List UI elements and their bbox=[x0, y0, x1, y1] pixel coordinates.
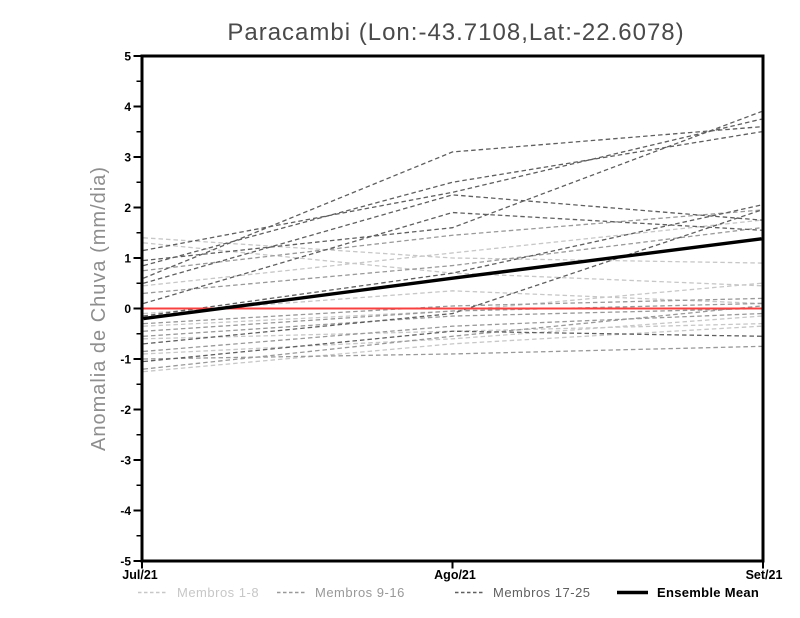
y-tick-label: -3 bbox=[120, 454, 131, 468]
member-line bbox=[143, 131, 762, 267]
member-line bbox=[143, 211, 762, 305]
legend-label: Membros 9-16 bbox=[315, 585, 405, 600]
member-line bbox=[143, 110, 762, 262]
member-line bbox=[143, 307, 762, 337]
member-line bbox=[143, 204, 762, 317]
y-tick-label: 1 bbox=[124, 252, 131, 266]
y-tick-label: -5 bbox=[120, 555, 131, 569]
x-tick-label: Jul/21 bbox=[122, 568, 157, 582]
member-line bbox=[143, 312, 762, 353]
y-axis-label: Anomalia de Chuva (mm/dia) bbox=[88, 166, 110, 451]
plot-frame bbox=[140, 54, 765, 563]
member-line bbox=[143, 297, 762, 325]
member-line bbox=[143, 126, 762, 279]
member-line bbox=[143, 194, 762, 284]
member-line bbox=[143, 325, 762, 373]
y-tick-label: -4 bbox=[120, 504, 131, 518]
y-tick-label: 3 bbox=[124, 151, 131, 165]
y-tick-label: -1 bbox=[120, 353, 131, 367]
member-line bbox=[143, 345, 762, 360]
member-line bbox=[143, 330, 762, 363]
chart-title: Paracambi (Lon:-43.7108,Lat:-22.6078) bbox=[227, 19, 684, 46]
y-tick-label: 4 bbox=[124, 100, 131, 114]
member-line bbox=[143, 209, 762, 272]
member-line bbox=[143, 302, 762, 332]
member-line bbox=[143, 282, 762, 327]
member-line bbox=[143, 315, 762, 355]
legend-label: Membros 17-25 bbox=[493, 585, 591, 600]
member-line bbox=[143, 237, 762, 264]
axes: -5 -4 -3 -2 -1 0 1 2 3 4 5 Jul/21 Ago/21 Set/21 bbox=[120, 50, 782, 583]
y-tick-label: 2 bbox=[124, 201, 131, 215]
legend: Membros 1-8 Membros 9-16 Membros 17-25 Ense… bbox=[138, 585, 759, 600]
member-line bbox=[143, 118, 762, 252]
legend-label: Ensemble Mean bbox=[657, 585, 759, 600]
member-line bbox=[143, 209, 762, 345]
member-line bbox=[143, 290, 762, 315]
x-tick-label: Ago/21 bbox=[434, 568, 476, 582]
legend-label: Membros 1-8 bbox=[177, 585, 259, 600]
member-line bbox=[143, 305, 762, 370]
x-tick-label: Set/21 bbox=[746, 568, 783, 582]
ensemble-mean-line bbox=[143, 237, 762, 321]
y-tick-label: 5 bbox=[124, 50, 131, 64]
series-lines bbox=[142, 110, 763, 373]
member-line bbox=[143, 227, 762, 294]
y-tick-label: 0 bbox=[124, 302, 131, 316]
member-line bbox=[143, 219, 762, 287]
y-tick-label: -2 bbox=[120, 403, 131, 417]
